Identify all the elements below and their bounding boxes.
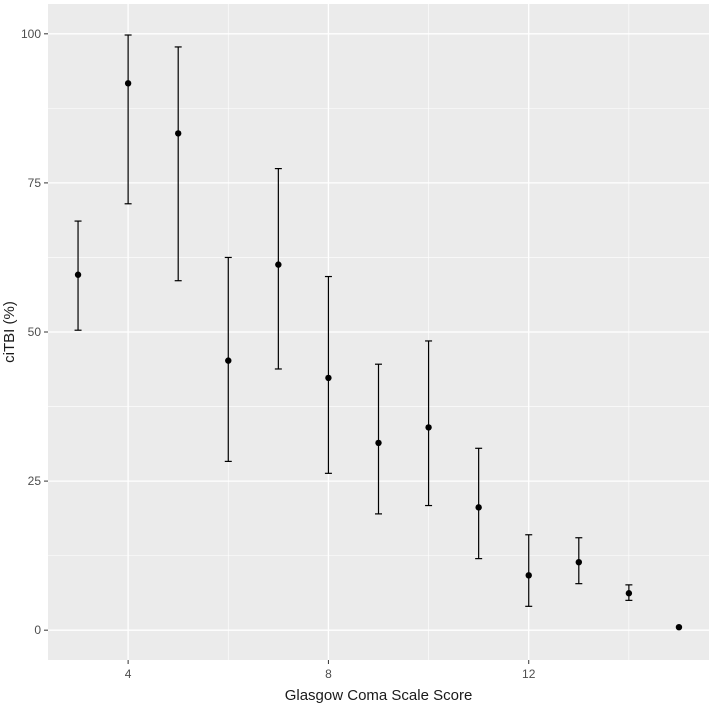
error-bar	[124, 34, 132, 205]
y-tick-label: 50	[28, 325, 42, 339]
data-point	[575, 558, 583, 566]
data-point	[525, 572, 532, 579]
data-points	[74, 80, 683, 631]
y-axis-ticks: 0 25 50 75 100	[21, 27, 48, 637]
data-point	[425, 424, 432, 431]
y-tick-label: 100	[21, 27, 41, 41]
data-point	[275, 261, 282, 268]
y-tick-label: 0	[34, 623, 41, 637]
y-tick-label: 25	[28, 474, 42, 488]
error-bar	[425, 340, 433, 507]
y-axis-title: ciTBI (%)	[1, 301, 18, 363]
x-axis-ticks: 4 8 12	[125, 660, 536, 681]
data-point	[124, 80, 132, 87]
data-point	[174, 130, 182, 137]
x-axis-title: Glasgow Coma Scale Score	[285, 687, 473, 704]
data-point	[325, 374, 332, 382]
error-bar	[174, 46, 182, 282]
x-tick-label: 8	[325, 667, 332, 681]
error-bar	[375, 363, 382, 515]
y-tick-label: 75	[28, 176, 42, 190]
x-tick-label: 12	[522, 667, 536, 681]
data-point	[625, 590, 633, 597]
x-tick-label: 4	[125, 667, 132, 681]
data-point	[375, 439, 382, 447]
data-point	[475, 504, 482, 511]
error-bar	[525, 534, 533, 607]
error-bar	[274, 167, 282, 370]
data-point	[675, 624, 683, 631]
data-point	[74, 271, 82, 278]
data-point	[225, 357, 232, 364]
error-bar	[475, 447, 483, 560]
